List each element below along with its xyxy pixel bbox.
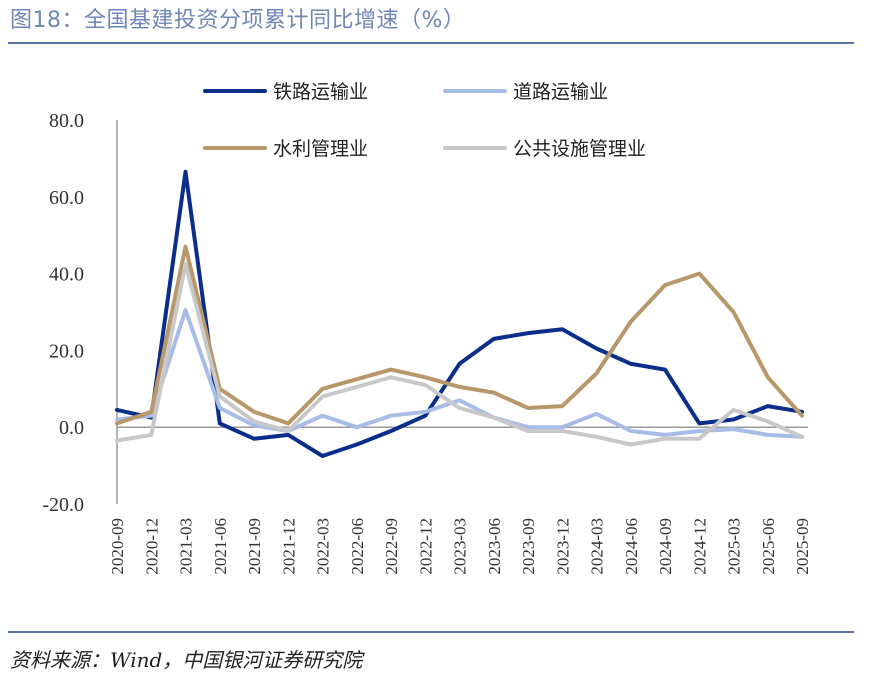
x-tick-label: 2023-03 <box>451 518 470 575</box>
x-tick-label: 2022-06 <box>348 518 367 575</box>
legend-label: 公共设施管理业 <box>513 138 646 160</box>
y-tick-label: -20.0 <box>42 494 84 516</box>
top-divider <box>8 42 854 44</box>
series-line <box>115 262 804 447</box>
y-tick-label: 80.0 <box>49 110 84 132</box>
x-tick-label: 2021-09 <box>245 518 264 575</box>
chart-axes: 80.0 60.0 40.0 20.0 0.0 -20.0 2020-09 2020-12 20… <box>42 110 812 575</box>
bottom-divider <box>8 631 854 633</box>
chart-lines <box>115 169 804 458</box>
x-tick-label: 2022-09 <box>382 518 401 575</box>
x-tick-label: 2025-09 <box>793 518 812 575</box>
x-tick-label: 2021-06 <box>211 518 230 575</box>
x-tick-label: 2023-06 <box>485 518 504 575</box>
x-tick-label: 2023-09 <box>519 518 538 575</box>
x-tick-label: 2021-12 <box>279 518 298 575</box>
series-line <box>115 244 804 426</box>
x-tick-label: 2020-12 <box>142 518 161 575</box>
source-note: 资料来源：Wind，中国银河证券研究院 <box>10 648 363 672</box>
legend-label: 铁路运输业 <box>273 81 368 103</box>
x-tick-label: 2022-12 <box>416 518 435 575</box>
y-tick-label: 40.0 <box>49 264 84 286</box>
y-tick-label: 0.0 <box>59 417 84 439</box>
x-tick-label: 2022-03 <box>314 518 333 575</box>
legend-label: 道路运输业 <box>513 81 608 103</box>
x-tick-label: 2024-09 <box>656 518 675 575</box>
x-tick-label: 2024-06 <box>622 518 641 575</box>
x-tick-label: 2021-03 <box>177 518 196 575</box>
y-tick-label: 60.0 <box>49 187 84 209</box>
x-tick-label: 2025-03 <box>725 518 744 575</box>
series-line <box>115 169 804 458</box>
x-tick-label: 2024-12 <box>690 518 709 575</box>
x-tick-label: 2025-06 <box>759 518 778 575</box>
x-tick-label: 2023-12 <box>553 518 572 575</box>
y-tick-label: 20.0 <box>49 340 84 362</box>
series-line <box>115 308 804 439</box>
chart-title: 图18：全国基建投资分项累计同比增速（%） <box>10 8 466 33</box>
x-tick-label: 2024-03 <box>588 518 607 575</box>
x-tick-label: 2020-09 <box>108 518 127 575</box>
legend-label: 水利管理业 <box>273 138 368 160</box>
